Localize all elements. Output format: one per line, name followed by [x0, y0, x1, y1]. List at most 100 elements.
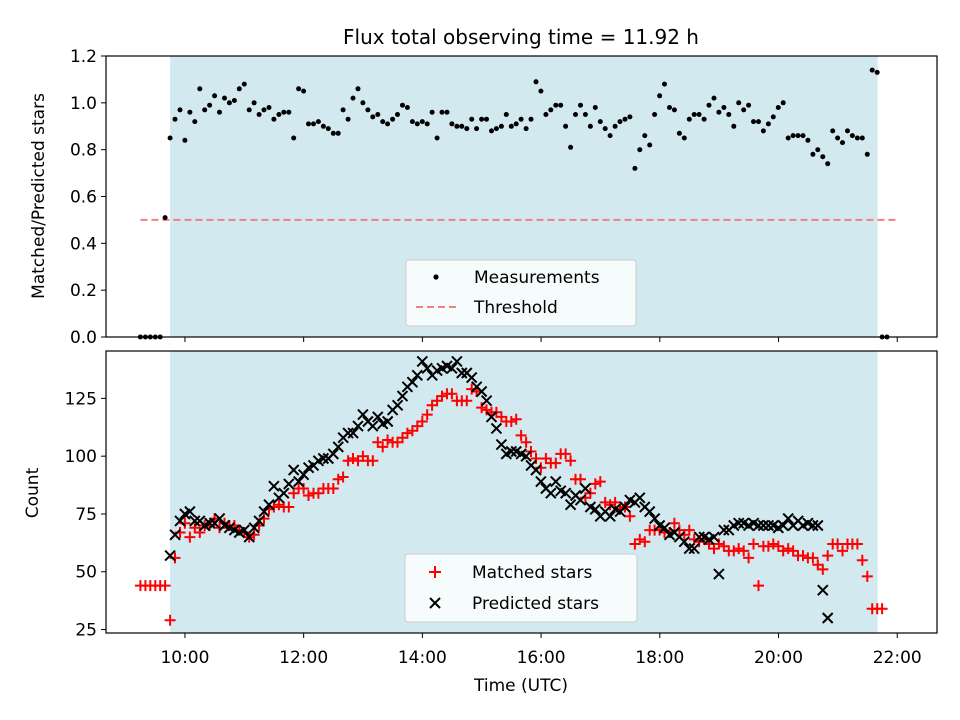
measurement-point: [459, 123, 465, 129]
measurement-point: [281, 109, 287, 115]
matched-star-point: [312, 487, 324, 499]
measurement-point: [212, 93, 218, 99]
matched-star-point: [565, 455, 577, 467]
measurement-point: [721, 105, 727, 110]
measurement-point: [286, 109, 292, 115]
measurement-point: [172, 116, 178, 122]
measurement-point: [815, 147, 821, 153]
measurement-point: [167, 135, 173, 141]
matched-star-point: [787, 545, 799, 557]
count-x-ticks: 10:00 12:00 14:00 16:00 18:00 20:00 22:00: [160, 633, 922, 668]
ratio-y-ticks: 0.0 0.2 0.4 0.6 0.8 1.0 1.2: [70, 47, 106, 348]
matched-star-point: [832, 538, 844, 550]
measurement-point: [345, 116, 351, 122]
x-axis-label: Time (UTC): [473, 676, 568, 696]
measurement-point: [731, 123, 737, 129]
count-plot-frame: [105, 350, 938, 634]
matched-star-point: [767, 538, 779, 550]
matched-star-point: [733, 543, 745, 555]
measurement-point: [765, 121, 771, 127]
predicted-star-point: [372, 411, 384, 423]
count-panel: 25 50 75 100 125 10:00 12:00 14:00 16:00 18:00 20…: [23, 350, 938, 696]
measurement-point: [597, 119, 603, 125]
measurement-point: [162, 215, 168, 221]
measurement-point: [365, 107, 371, 113]
predicted-star-point: [545, 487, 557, 499]
measurement-point: [716, 109, 722, 115]
measurement-point: [187, 109, 193, 115]
measurement-point: [276, 112, 282, 117]
measurement-point: [409, 119, 415, 125]
measurement-point: [360, 100, 366, 106]
predicted-star-point: [416, 355, 429, 368]
legend-label-threshold: Threshold: [473, 298, 558, 318]
measurement-point: [696, 112, 702, 117]
predicted-star-point: [357, 408, 369, 421]
measurement-point: [464, 126, 470, 132]
measurement-point: [637, 147, 643, 153]
measurement-point: [859, 135, 865, 141]
measurement-point: [864, 151, 870, 157]
measurement-point: [479, 116, 485, 122]
predicted-star-point: [391, 399, 404, 412]
measurement-point: [825, 161, 831, 167]
matched-star-point: [416, 416, 428, 427]
predicted-star-point: [465, 371, 478, 384]
measurement-point: [736, 100, 742, 106]
measurement-point: [266, 105, 272, 110]
measurement-point: [681, 135, 687, 141]
predicted-star-point: [718, 524, 730, 536]
matched-star-point: [560, 448, 572, 460]
predicted-star-point: [535, 475, 547, 488]
matched-star-point: [421, 409, 433, 421]
count-legend: Matched stars Predicted stars: [404, 553, 638, 623]
predicted-star-point: [817, 584, 829, 596]
measurement-point: [325, 126, 331, 132]
measurement-point: [869, 67, 875, 73]
measurement-point: [751, 119, 756, 125]
measurement-point: [840, 140, 845, 146]
x-tick-label: 16:00: [517, 648, 566, 668]
measurement-point: [197, 86, 203, 92]
x-tick-label: 12:00: [279, 648, 328, 668]
measurement-point: [311, 121, 316, 127]
measurement-point: [671, 107, 677, 113]
count-y-tick-label: 75: [75, 505, 97, 525]
measurement-point: [380, 119, 386, 125]
matched-star-point: [446, 388, 458, 400]
ratio-y-axis-label: Matched/Predicted stars: [29, 93, 49, 299]
measurement-point: [563, 123, 569, 129]
predicted-star-point: [678, 535, 691, 548]
matched-star-point: [743, 552, 755, 564]
predicted-star-point: [258, 505, 270, 518]
measurement-point: [301, 88, 307, 94]
predicted-star-point: [421, 362, 433, 375]
measurement-point: [236, 86, 242, 92]
measurement-points: [137, 67, 890, 340]
x-tick-label: 10:00: [160, 648, 209, 668]
predicted-star-point: [634, 492, 646, 504]
measurement-point: [632, 165, 638, 171]
measurement-point: [845, 128, 850, 134]
predicted-star-point: [762, 519, 775, 532]
measurement-point: [449, 121, 455, 127]
predicted-star-point: [821, 612, 834, 624]
predicted-star-point: [579, 482, 592, 495]
matched-star-point: [728, 545, 740, 557]
matched-star-point: [837, 545, 848, 557]
measurement-point: [375, 112, 381, 117]
measurement-point: [785, 135, 791, 141]
matched-star-point: [189, 522, 201, 534]
measurement-point: [256, 112, 262, 117]
matched-star-point: [347, 453, 359, 464]
predicted-star-point: [812, 519, 824, 532]
matched-star-point: [288, 487, 300, 499]
predicted-star-point: [658, 522, 671, 534]
measurement-point: [607, 133, 613, 139]
measurement-point: [746, 102, 752, 108]
matched-star-point: [520, 436, 532, 448]
measurement-point: [568, 144, 574, 150]
matched-star-point: [753, 580, 764, 592]
count-y-tick-label: 100: [65, 447, 97, 467]
predicted-star-point: [456, 367, 468, 379]
